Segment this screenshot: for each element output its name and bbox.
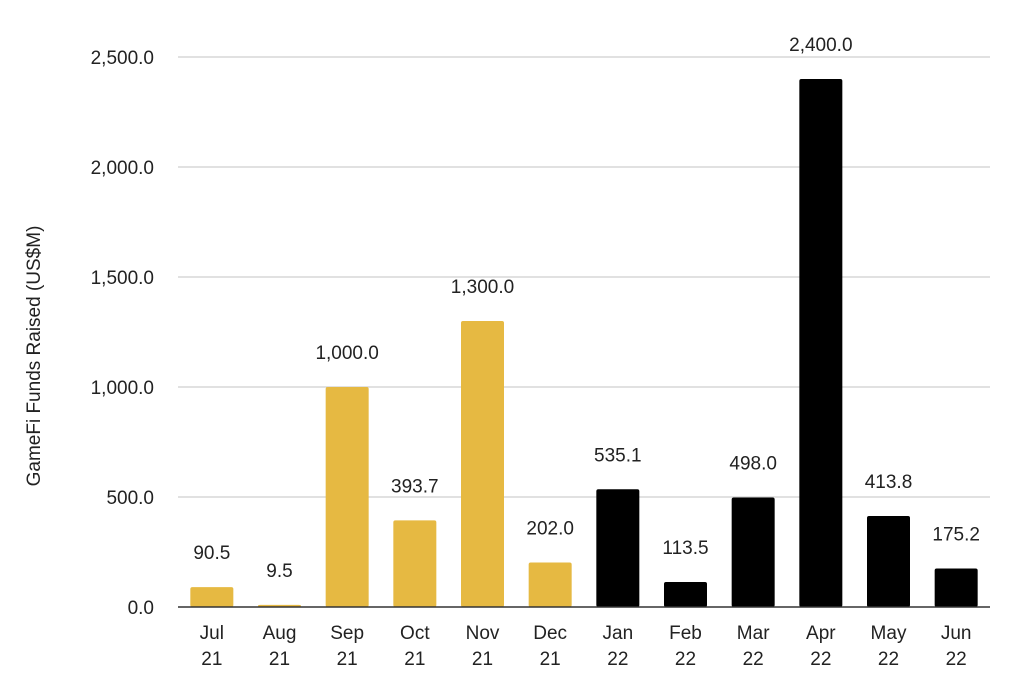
x-tick-label-month: Oct	[400, 623, 430, 644]
x-tick-label-year: 22	[743, 649, 764, 670]
x-tick-label-year: 22	[607, 649, 628, 670]
bar	[190, 587, 234, 607]
x-tick-label-year: 21	[540, 649, 561, 670]
gridlines	[178, 56, 990, 498]
y-tick-label: 2,000.0	[91, 158, 154, 179]
x-tick-label-year: 21	[404, 649, 425, 670]
x-tick-label-month: Jan	[603, 623, 634, 644]
data-label: 2,400.0	[789, 35, 852, 56]
bar	[867, 515, 910, 607]
bar	[528, 562, 572, 607]
x-tick-label-year: 21	[201, 649, 222, 670]
x-tick-label-month: Feb	[669, 623, 702, 644]
x-tick-label-month: Nov	[466, 623, 500, 644]
x-tick-label-month: Jul	[200, 623, 224, 644]
x-tick-label-year: 21	[269, 649, 290, 670]
y-tick-label: 1,500.0	[91, 268, 154, 289]
x-tick-label-year: 21	[472, 649, 493, 670]
x-tick-label-month: May	[871, 623, 907, 644]
x-tick-label-year: 22	[878, 649, 899, 670]
x-tick-label-month: Jun	[941, 623, 972, 644]
x-tick-label-month: Dec	[533, 623, 567, 644]
x-tick-label-month: Mar	[737, 623, 770, 644]
x-tick-label-year: 22	[675, 649, 696, 670]
x-tick-label-month: Apr	[806, 623, 836, 644]
x-tick-label-year: 22	[946, 649, 967, 670]
x-tick-label-year: 21	[337, 649, 358, 670]
data-label: 498.0	[729, 453, 777, 474]
data-label: 413.8	[865, 472, 913, 493]
data-label: 202.0	[526, 519, 574, 540]
bar	[799, 79, 843, 607]
bars	[190, 79, 978, 607]
bar	[461, 321, 504, 607]
x-tick-label-month: Aug	[263, 623, 297, 644]
x-tick-label-month: Sep	[330, 623, 364, 644]
y-tick-label: 1,000.0	[91, 378, 154, 399]
data-label: 1,300.0	[451, 277, 514, 298]
bar	[596, 489, 640, 607]
bar	[934, 568, 978, 607]
data-labels: 90.5 9.5 1,000.0 393.7 1,300.0 202.0 535.1 113.…	[193, 35, 980, 582]
data-label: 90.5	[193, 543, 230, 564]
data-label: 113.5	[662, 538, 708, 559]
data-label: 9.5	[266, 561, 292, 582]
y-tick-label: 0.0	[128, 598, 154, 619]
bar	[325, 387, 369, 607]
x-tick-label-year: 22	[810, 649, 831, 670]
data-label: 393.7	[391, 476, 439, 497]
bar	[664, 582, 707, 607]
data-label: 535.1	[594, 445, 642, 466]
data-label: 1,000.0	[315, 343, 378, 364]
y-tick-label: 500.0	[106, 488, 154, 509]
y-axis-title: GameFi Funds Raised (US$M)	[24, 226, 45, 487]
bar	[393, 520, 437, 607]
x-tick-labels: Jul 21 Aug 21 Sep 21 Oct 21 Nov 21 Dec 21 Jan 22 Feb 22…	[200, 623, 972, 670]
y-tick-labels: 0.0 500.0 1,000.0 1,500.0 2,000.0 2,500.0	[91, 48, 154, 619]
y-tick-label: 2,500.0	[91, 48, 154, 69]
bar	[731, 497, 775, 607]
data-label: 175.2	[932, 524, 980, 545]
